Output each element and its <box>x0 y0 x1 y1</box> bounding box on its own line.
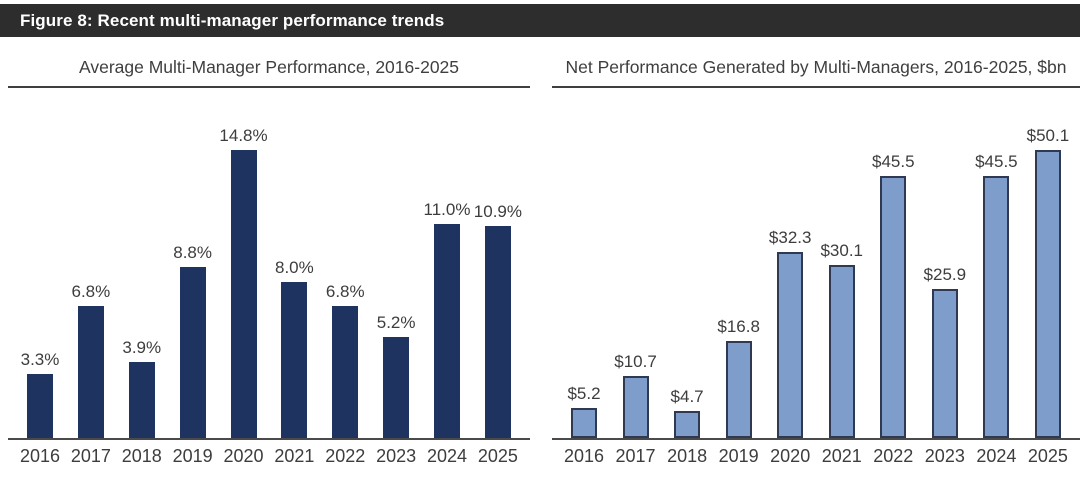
bar-value-label: $4.7 <box>670 387 704 406</box>
bar-value-label: 8.8% <box>173 243 212 262</box>
chart-title: Average Multi-Manager Performance, 2016-… <box>8 57 530 88</box>
bar <box>931 289 958 438</box>
bar <box>77 306 104 438</box>
bar-value-label: $45.5 <box>975 152 1018 171</box>
bar <box>1034 150 1061 438</box>
bar <box>777 252 804 438</box>
bar-column: 11.0% <box>423 200 471 438</box>
bar <box>571 408 597 438</box>
bar <box>230 150 257 438</box>
bar <box>281 282 308 438</box>
bar-column: $5.2 <box>562 384 606 438</box>
bar-value-label: $5.2 <box>567 384 601 403</box>
bar-column: $10.7 <box>614 352 658 438</box>
x-axis-label: 2022 <box>873 446 914 466</box>
bar <box>27 374 53 438</box>
bar-column: 8.0% <box>272 258 316 438</box>
bar <box>725 341 752 438</box>
bar-column: $30.1 <box>820 241 864 438</box>
chart-panel-average-performance: Average Multi-Manager Performance, 2016-… <box>8 57 530 467</box>
bar-value-label: 3.9% <box>122 338 162 357</box>
bar-column: $45.5 <box>974 152 1018 438</box>
bar-value-label: 11.0% <box>423 200 471 219</box>
x-axis-label: 2019 <box>172 446 213 466</box>
charts-container: Average Multi-Manager Performance, 2016-… <box>0 57 1080 467</box>
x-axis-label: 2016 <box>563 446 605 466</box>
x-axis-label: 2025 <box>1027 446 1068 466</box>
x-axis-label: 2023 <box>924 446 965 466</box>
bar <box>179 267 206 438</box>
bar <box>622 376 649 438</box>
bar-value-label: 3.3% <box>20 350 60 369</box>
bar <box>674 411 701 438</box>
x-axis-label: 2020 <box>223 446 264 466</box>
bar-value-label: 5.2% <box>376 313 416 332</box>
bar <box>383 337 410 438</box>
bar <box>128 362 155 438</box>
bar-value-label: 6.8% <box>325 282 365 301</box>
chart-title: Net Performance Generated by Multi-Manag… <box>552 57 1080 88</box>
bar-column: 5.2% <box>374 313 418 438</box>
x-axis: 2016 2017 2018 2019 2020 2021 2022 2023 2024 2025 <box>8 446 530 467</box>
bar-column: $45.5 <box>871 152 915 438</box>
figure-title: Figure 8: Recent multi-manager performan… <box>20 10 445 30</box>
x-axis-label: 2024 <box>976 446 1017 466</box>
bar-column: $25.9 <box>923 265 967 438</box>
bar-value-label: 14.8% <box>219 126 268 145</box>
x-axis-label: 2024 <box>426 446 468 466</box>
bar-column: 8.8% <box>171 243 215 438</box>
bar-value-label: 8.0% <box>275 258 314 277</box>
bar-value-label: $25.9 <box>923 265 967 284</box>
bar <box>983 176 1010 438</box>
bar-column: $32.3 <box>768 228 812 438</box>
bar-column: $50.1 <box>1026 126 1070 438</box>
bar-column: 10.9% <box>473 202 522 438</box>
bar-column: 6.8% <box>69 282 113 438</box>
bar-column: $4.7 <box>665 387 709 438</box>
bar-column: 3.3% <box>18 350 62 438</box>
x-axis-label: 2019 <box>718 446 759 466</box>
bar-value-label: 6.8% <box>71 282 111 301</box>
x-axis-label: 2018 <box>121 446 162 466</box>
figure-header: Figure 8: Recent multi-manager performan… <box>0 4 1080 37</box>
x-axis-label: 2023 <box>376 446 417 466</box>
x-axis-label: 2021 <box>274 446 315 466</box>
bar-plot-area: 3.3% 6.8% 3.9% 8.8% 14.8% 8.0% 6.8% 5.2% 11.0% 10… <box>8 100 530 440</box>
bar-value-label: $45.5 <box>872 152 915 171</box>
bar-column: 3.9% <box>120 338 164 438</box>
bar-value-label: $30.1 <box>820 241 863 260</box>
bar-value-label: $10.7 <box>614 352 657 371</box>
x-axis-label: 2022 <box>325 446 366 466</box>
x-axis-label: 2017 <box>70 446 111 466</box>
bar <box>332 306 359 438</box>
x-axis-label: 2017 <box>615 446 656 466</box>
bar-column: 6.8% <box>323 282 367 438</box>
chart-panel-net-performance: Net Performance Generated by Multi-Manag… <box>552 57 1080 467</box>
bar <box>434 224 460 438</box>
x-axis-label: 2020 <box>770 446 811 466</box>
x-axis-label: 2016 <box>19 446 61 466</box>
bar-column: $16.8 <box>717 317 761 438</box>
x-axis-label: 2018 <box>667 446 708 466</box>
bar-value-label: 10.9% <box>473 202 522 221</box>
bar <box>484 226 511 438</box>
bar-value-label: $16.8 <box>717 317 760 336</box>
x-axis-label: 2021 <box>821 446 862 466</box>
bar-value-label: $32.3 <box>768 228 812 247</box>
bar <box>828 265 855 438</box>
bar-plot-area: $5.2 $10.7 $4.7 $16.8 $32.3 $30.1 $45.5 $25.9 $4… <box>552 100 1080 440</box>
x-axis: 2016 2017 2018 2019 2020 2021 2022 2023 2024 2025 <box>552 446 1080 467</box>
bar <box>880 176 907 438</box>
bar-column: 14.8% <box>219 126 268 438</box>
bar-value-label: $50.1 <box>1026 126 1070 145</box>
x-axis-label: 2025 <box>477 446 518 466</box>
